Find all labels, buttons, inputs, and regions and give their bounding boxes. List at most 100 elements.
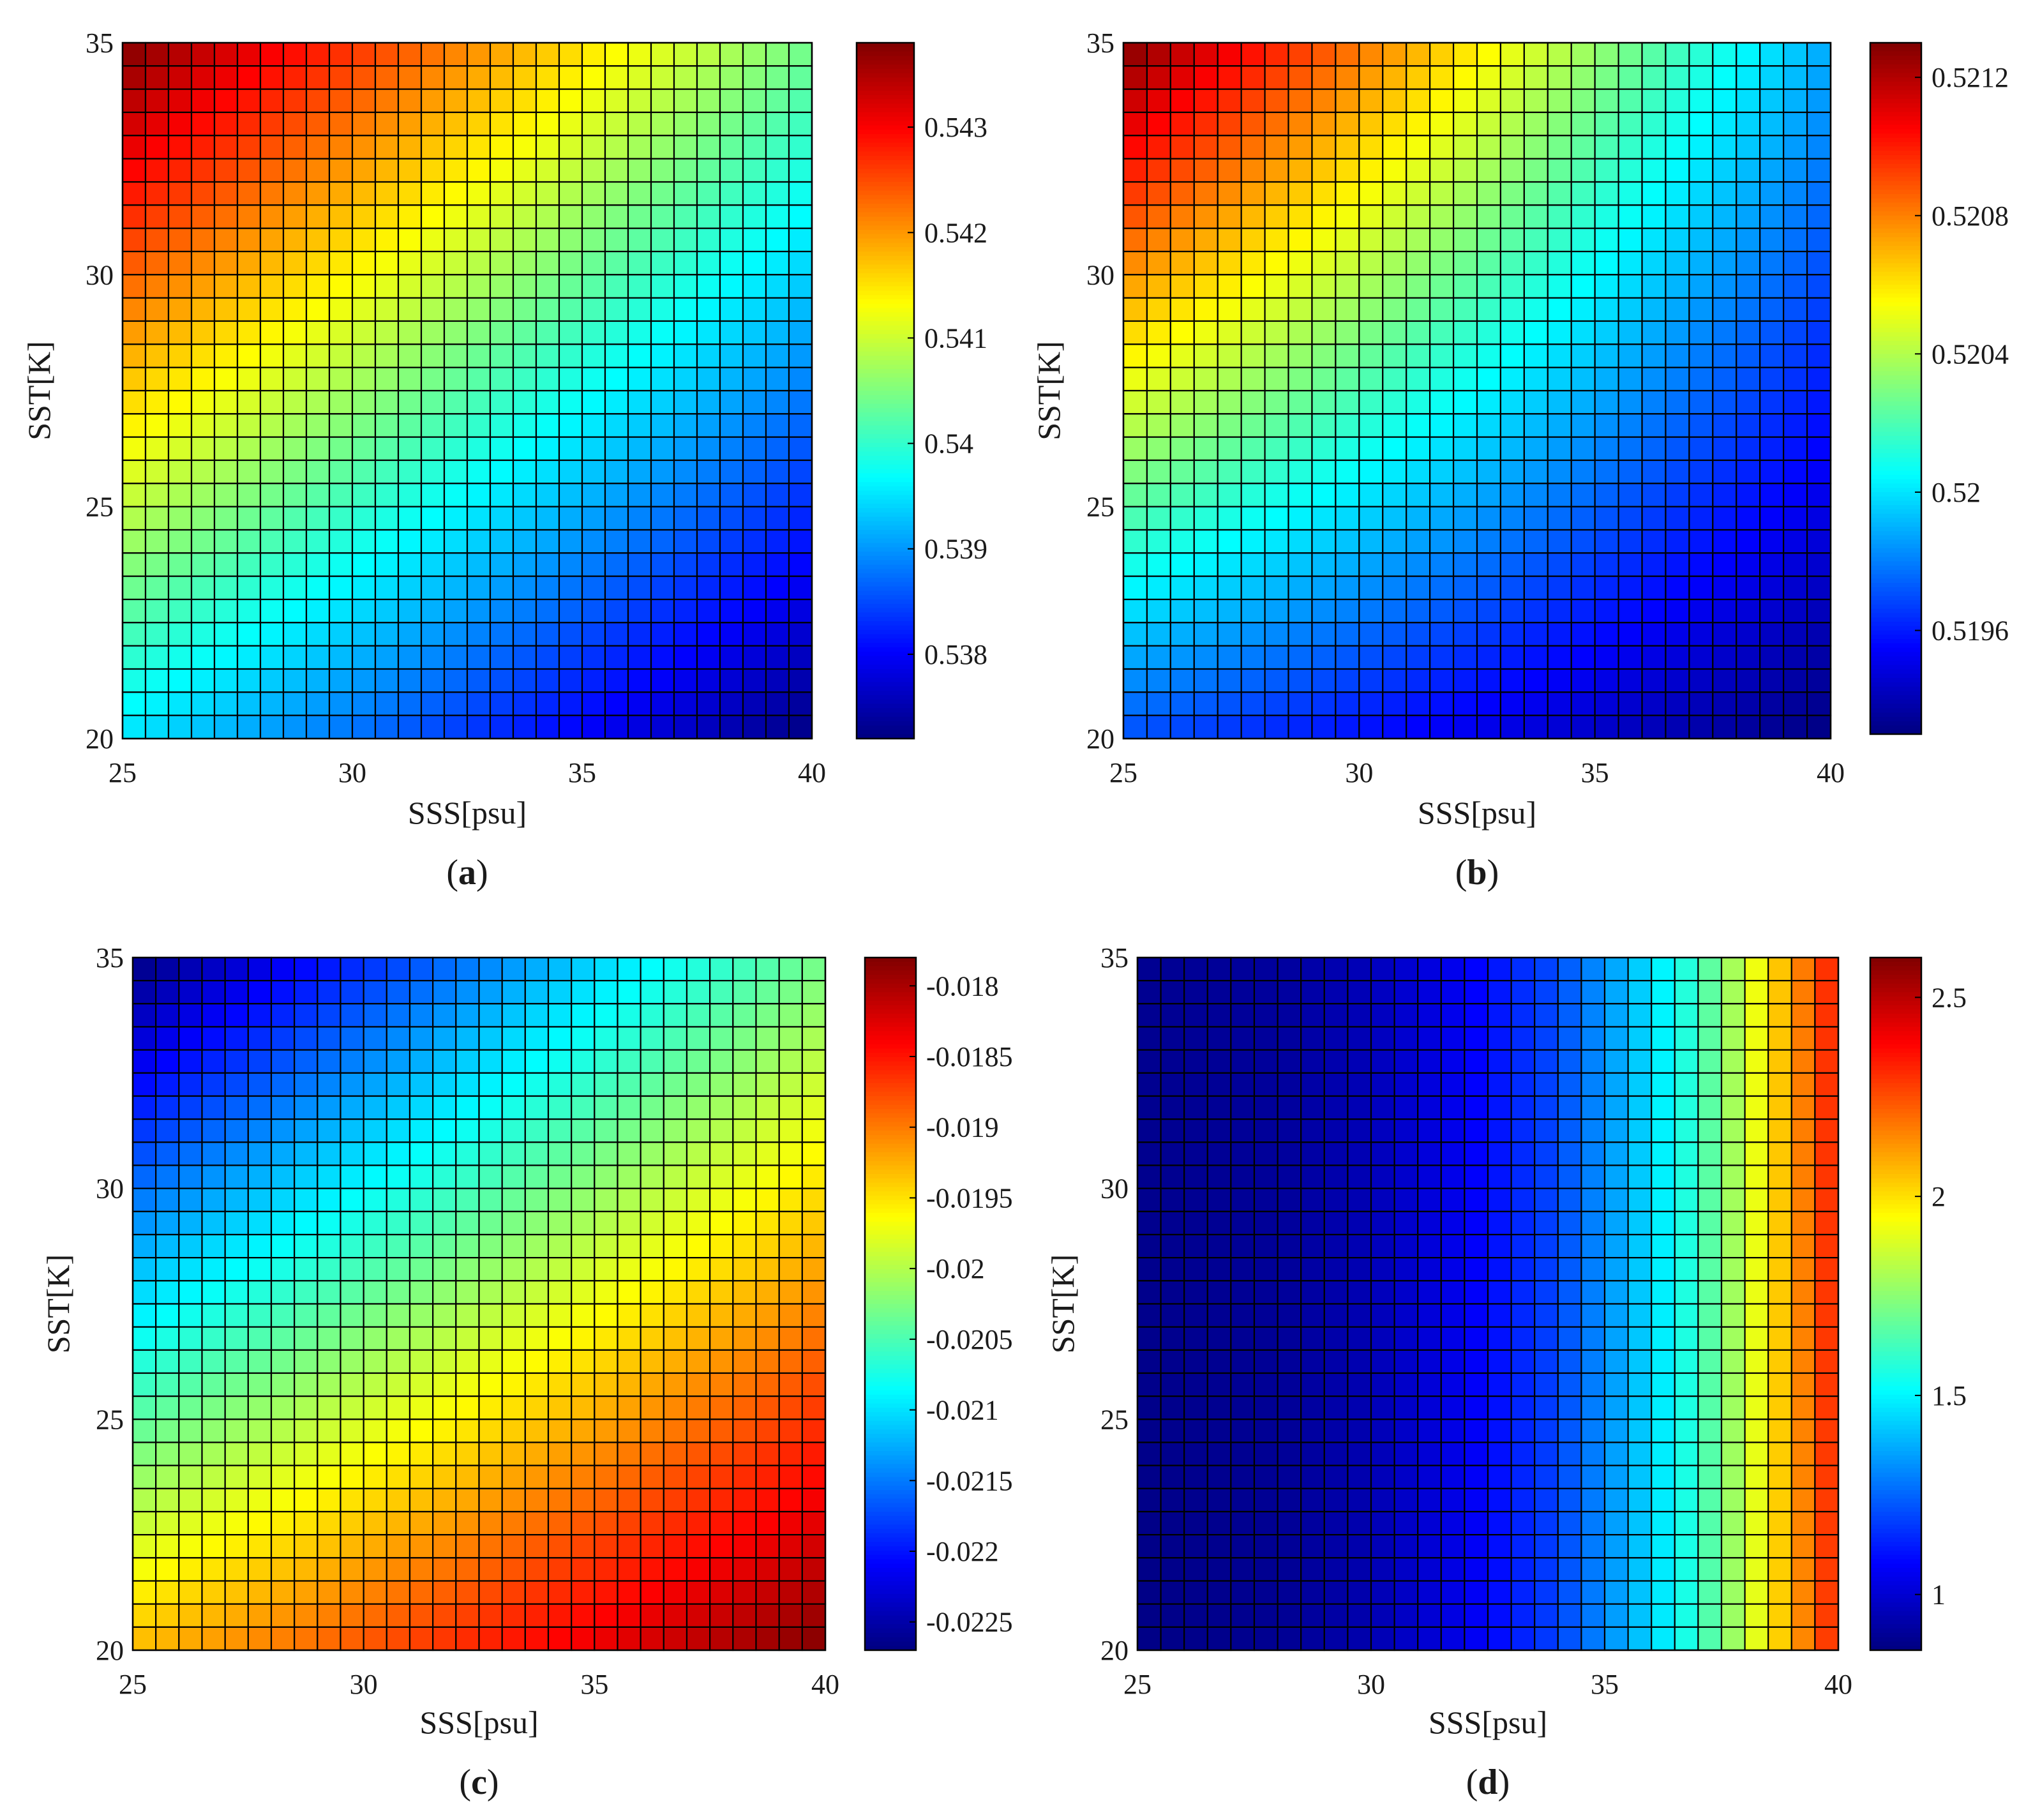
- heatmap-cell: [178, 1626, 203, 1651]
- heatmap-cell: [236, 598, 262, 624]
- heatmap-cell: [1217, 506, 1242, 531]
- heatmap-cell: [1523, 181, 1549, 206]
- heatmap-cell: [1570, 529, 1596, 554]
- heatmap-cell: [604, 714, 629, 740]
- heatmap-cell: [1547, 65, 1572, 90]
- heatmap-cell: [305, 691, 331, 716]
- heatmap-cell: [1464, 1395, 1489, 1420]
- colorbar-segment: [1870, 1126, 1921, 1131]
- heatmap-cell: [1169, 158, 1195, 183]
- heatmap-cell: [1136, 1534, 1162, 1559]
- colorbar-segment: [1870, 271, 1921, 277]
- heatmap-cell: [1160, 1603, 1185, 1628]
- heatmap-cell: [501, 1557, 526, 1582]
- heatmap-cell: [709, 1487, 734, 1513]
- colorbar-segment: [865, 1204, 916, 1209]
- heatmap-cell: [581, 41, 606, 67]
- heatmap-cell: [524, 1603, 550, 1628]
- heatmap-cell: [201, 1026, 226, 1051]
- heatmap-cell: [420, 366, 446, 392]
- heatmap-cell: [1240, 320, 1266, 345]
- heatmap-cell: [535, 691, 560, 716]
- heatmap-cell: [755, 1395, 780, 1420]
- heatmap-cell: [155, 1534, 180, 1559]
- heatmap-cell: [1547, 714, 1572, 740]
- colorbar-segment: [1870, 1005, 1921, 1010]
- heatmap-cell: [386, 980, 411, 1005]
- heatmap-cell: [1253, 1187, 1279, 1212]
- heatmap-cell: [1547, 274, 1572, 299]
- heatmap-cell: [213, 111, 239, 137]
- heatmap-cell: [719, 483, 744, 508]
- heatmap-cell: [1759, 389, 1785, 415]
- y-tick-label: 35: [96, 942, 124, 974]
- heatmap-cell: [247, 980, 273, 1005]
- heatmap-cell: [1790, 1534, 1816, 1559]
- heatmap-cell: [340, 1026, 364, 1051]
- heatmap-cell: [1617, 366, 1643, 392]
- heatmap-cell: [1547, 575, 1572, 601]
- heatmap-cell: [1744, 1557, 1769, 1582]
- heatmap-cell: [1253, 1326, 1279, 1351]
- heatmap-cell: [224, 1534, 249, 1559]
- heatmap-cell: [1323, 1210, 1349, 1236]
- colorbar-segment: [865, 1590, 916, 1595]
- heatmap-cell: [167, 436, 193, 462]
- colorbar-segment: [1870, 1590, 1921, 1595]
- heatmap-cell: [1417, 1487, 1442, 1513]
- heatmap-cell: [489, 459, 514, 485]
- heatmap-cell: [1160, 1233, 1185, 1259]
- colorbar-segment: [865, 1585, 916, 1590]
- colorbar-segment: [857, 329, 914, 335]
- heatmap-cell: [1674, 1510, 1699, 1536]
- colorbar-segment: [865, 1312, 916, 1318]
- heatmap-cell: [259, 41, 285, 67]
- heatmap-cell: [374, 227, 400, 253]
- heatmap-cell: [466, 483, 491, 508]
- heatmap-cell: [1429, 645, 1455, 670]
- heatmap-cell: [478, 1487, 503, 1513]
- heatmap-cell: [270, 1395, 296, 1420]
- heatmap-cell: [328, 158, 354, 183]
- heatmap-cell: [1736, 41, 1761, 67]
- colorbar-segment: [1870, 375, 1921, 380]
- heatmap-cell: [351, 343, 377, 368]
- heatmap-cell: [1217, 274, 1242, 299]
- heatmap-cell: [1594, 436, 1619, 462]
- heatmap-cell: [765, 413, 790, 438]
- heatmap-cell: [1382, 598, 1407, 624]
- heatmap-cell: [1712, 135, 1737, 160]
- heatmap-cell: [1523, 483, 1549, 508]
- heatmap-cell: [270, 956, 296, 982]
- heatmap-cell: [696, 65, 721, 90]
- heatmap-cell: [535, 366, 560, 392]
- heatmap-cell: [305, 227, 331, 253]
- heatmap-cell: [420, 575, 446, 601]
- heatmap-cell: [1627, 1233, 1653, 1259]
- heatmap-cell: [501, 1395, 526, 1420]
- heatmap-cell: [167, 668, 193, 693]
- heatmap-cell: [673, 250, 698, 276]
- heatmap-cell: [1534, 1280, 1559, 1305]
- heatmap-cell: [190, 250, 216, 276]
- heatmap-cell: [201, 1280, 226, 1305]
- colorbar-segment: [865, 1221, 916, 1227]
- heatmap-cell: [397, 575, 423, 601]
- heatmap-cell: [1393, 1049, 1419, 1074]
- heatmap-cell: [1790, 1280, 1816, 1305]
- heatmap-cell: [259, 297, 285, 322]
- heatmap-cell: [1311, 41, 1337, 67]
- heatmap-cell: [524, 1626, 550, 1651]
- heatmap-cell: [1594, 668, 1619, 693]
- colorbar-segment: [1870, 622, 1921, 627]
- heatmap-cell: [1523, 668, 1549, 693]
- heatmap-cell: [778, 956, 803, 982]
- heatmap-cell: [663, 1187, 688, 1212]
- heatmap-cell: [131, 956, 157, 982]
- heatmap-cell: [512, 622, 537, 647]
- colorbar-segment: [857, 160, 914, 165]
- heatmap-cell: [1641, 714, 1667, 740]
- heatmap-cell: [1523, 204, 1549, 229]
- colorbar-segment: [857, 229, 914, 235]
- heatmap-cell: [201, 1303, 226, 1328]
